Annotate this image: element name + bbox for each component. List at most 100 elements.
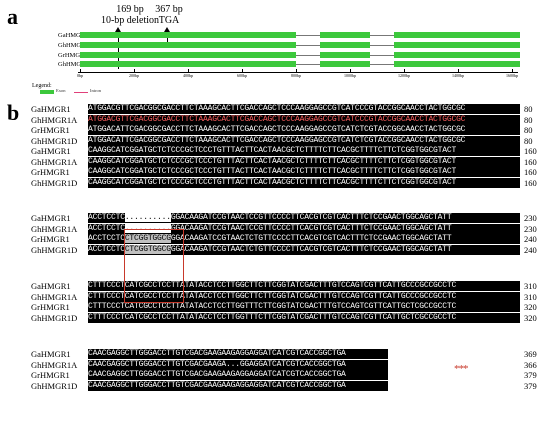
sequence-position: 160	[524, 146, 537, 156]
scale-tick	[350, 69, 351, 73]
legend-title: Legend:	[32, 83, 52, 89]
deletion-position-text: 169 bp	[116, 4, 144, 15]
deletion-highlight-box	[124, 229, 184, 303]
deletion-description-text: 10-bp deletion	[100, 15, 160, 26]
stop-marker-line	[167, 31, 168, 47]
panel-b-label: b	[7, 100, 20, 125]
sequence-residues: CTTTCCCTCATCGCCTCCTTATATACCTCCTTGGTTTCTT…	[88, 313, 520, 324]
deletion-annotation: 169 bp 10-bp deletion	[99, 4, 161, 26]
sequence-residues: CTTTCCCTCATCGCCTCCTTATATACCTCCTTGGCTTCTT…	[88, 291, 520, 302]
gene-name-grhmgr1: GrHMGR1	[58, 52, 88, 59]
sequence-name: GhHMGR1D	[31, 381, 78, 392]
exon-bar	[80, 61, 296, 67]
gene-name-gahmgr1: GaHMGR1	[58, 32, 89, 39]
exon-bar	[394, 52, 520, 58]
intron-line	[296, 64, 320, 65]
sequence-position: 80	[524, 114, 533, 125]
scale-tick	[296, 69, 297, 73]
sequence-position: 160	[524, 156, 537, 167]
sequence-residues: ACCTCCTCCTCGGTGGCGGGACAAGATCCGTAACTCTGTT…	[88, 234, 520, 245]
intron-line	[370, 55, 394, 56]
stop-position-text: 367 bp	[155, 4, 183, 15]
scale-tick-label: 600bp	[237, 73, 247, 78]
sequence-name: GaHMGR1	[31, 349, 71, 359]
gene-name-ghhmgr1a: GhHMGR1A	[58, 42, 94, 49]
exon-bar	[394, 32, 520, 38]
sequence-position: 240	[524, 234, 537, 245]
sequence-position: 240	[524, 245, 537, 256]
scale-tick-label: 200bp	[129, 73, 139, 78]
sequence-residues: CAAGGCATCGGATGCTCTCCCGCTCCCTGTTTACTTCACT…	[88, 156, 520, 167]
exon-bar	[394, 42, 520, 48]
sequence-position: 160	[524, 178, 537, 189]
intron-line	[370, 35, 394, 36]
scale-tick-label: 0bp	[77, 73, 83, 78]
sequence-residues: ACCTCCTCCTCGGTGGCGGGACAAGATCCGTAACTCTGTT…	[88, 245, 520, 256]
sequence-name: GhHMGR1D	[31, 178, 78, 189]
scale-tick-label: 800bp	[291, 73, 301, 78]
sequence-residues: CTTTCCCTCATCGCCTCCTTATATACCTCCTTGGTTTCTT…	[88, 302, 520, 313]
stop-arrow-icon	[164, 27, 170, 32]
deletion-arrow-icon	[115, 27, 121, 32]
intron-line	[370, 64, 394, 65]
sequence-name: GhHMGR1D	[31, 245, 78, 256]
sequence-name: GrHMGR1	[31, 370, 70, 381]
scale-tick-label: 1000bp	[344, 73, 356, 78]
sequence-residues: CAAGGCATCGGATGCTCTCCCGCTCCCTGTTTACTTCACT…	[88, 146, 520, 156]
legend-intron-swatch	[74, 92, 88, 93]
sequence-position: 320	[524, 302, 537, 313]
sequence-name: GhHMGR1A	[31, 291, 78, 302]
scale-tick-label: 1200bp	[398, 73, 410, 78]
sequence-name: GrHMGR1	[31, 302, 70, 313]
sequence-position: 230	[524, 213, 537, 223]
sequence-name: GaHMGR1	[31, 104, 71, 114]
sequence-position: 310	[524, 281, 537, 291]
scale-tick	[512, 69, 513, 73]
scale-tick	[134, 69, 135, 73]
panel-a-label: a	[7, 4, 18, 29]
exon-bar	[80, 42, 296, 48]
sequence-residues: ATGGACGTTCGACGGCGACCTTCTAAAGCACTTCGACCAG…	[88, 104, 520, 114]
sequence-residues: CAACGAGGCTTGGGACCTTGTCGACGAAGA...GGAGGAT…	[88, 359, 388, 370]
sequence-name: GhHMGR1A	[31, 156, 78, 167]
stop-codon-stars: ***	[454, 363, 468, 375]
sequence-position: 369	[524, 349, 537, 359]
sequence-residues: CAAGGCATCGGATGCTCTCCCGCTCCCTGTTTACTTCACT…	[88, 167, 520, 178]
sequence-position: 230	[524, 223, 537, 234]
sequence-position: 366	[524, 359, 537, 370]
scale-tick	[242, 69, 243, 73]
sequence-position: 80	[524, 125, 533, 136]
intron-line	[370, 45, 394, 46]
sequence-residues: ACCTCCTC..........GGACAAGATCCGTAACTCCGTT…	[88, 213, 520, 223]
exon-bar	[80, 52, 296, 58]
legend-exon-swatch	[40, 90, 54, 94]
sequence-name: GaHMGR1	[31, 281, 71, 291]
scale-tick	[188, 69, 189, 73]
sequence-residues: CTTTCCCTCATCGCCTCCTTATATACCTCCTTGGCTTCTT…	[88, 281, 520, 291]
sequence-residues: CAACGAGGCTTGGGACCTTGTCGACGAAGAAGAGGAGGAT…	[88, 370, 388, 381]
exon-bar	[320, 61, 370, 67]
scale-tick-label: 400bp	[183, 73, 193, 78]
legend-intron-label: Intron	[90, 88, 101, 93]
sequence-name: GrHMGR1	[31, 167, 70, 178]
scale-tick-label: 1600bp	[506, 73, 518, 78]
exon-bar	[320, 32, 370, 38]
intron-line	[296, 55, 320, 56]
intron-line	[296, 35, 320, 36]
scale-tick	[458, 69, 459, 73]
sequence-name: GrHMGR1	[31, 234, 70, 245]
legend-exon-label: Exon	[56, 88, 66, 93]
sequence-residues: ATGGACGTTCGACGGCGACCTTCTAAAGCACTTCGACCAG…	[88, 114, 520, 125]
sequence-residues: CAAGGCATCGGATGCTCTCCCGCTCCCTGTTTACTTCACT…	[88, 178, 520, 189]
exon-bar	[320, 52, 370, 58]
sequence-name: GhHMGR1D	[31, 313, 78, 324]
sequence-name: GaHMGR1	[31, 213, 71, 223]
exon-bar	[320, 42, 370, 48]
gene-name-ghhmgr1d: GhHMGR1D	[58, 61, 94, 68]
sequence-name: GhHMGR1A	[31, 223, 78, 234]
sequence-position: 320	[524, 313, 537, 324]
deletion-marker-line	[118, 31, 119, 69]
sequence-position: 160	[524, 167, 537, 178]
sequence-position: 310	[524, 291, 537, 302]
scale-tick-label: 1400bp	[452, 73, 464, 78]
